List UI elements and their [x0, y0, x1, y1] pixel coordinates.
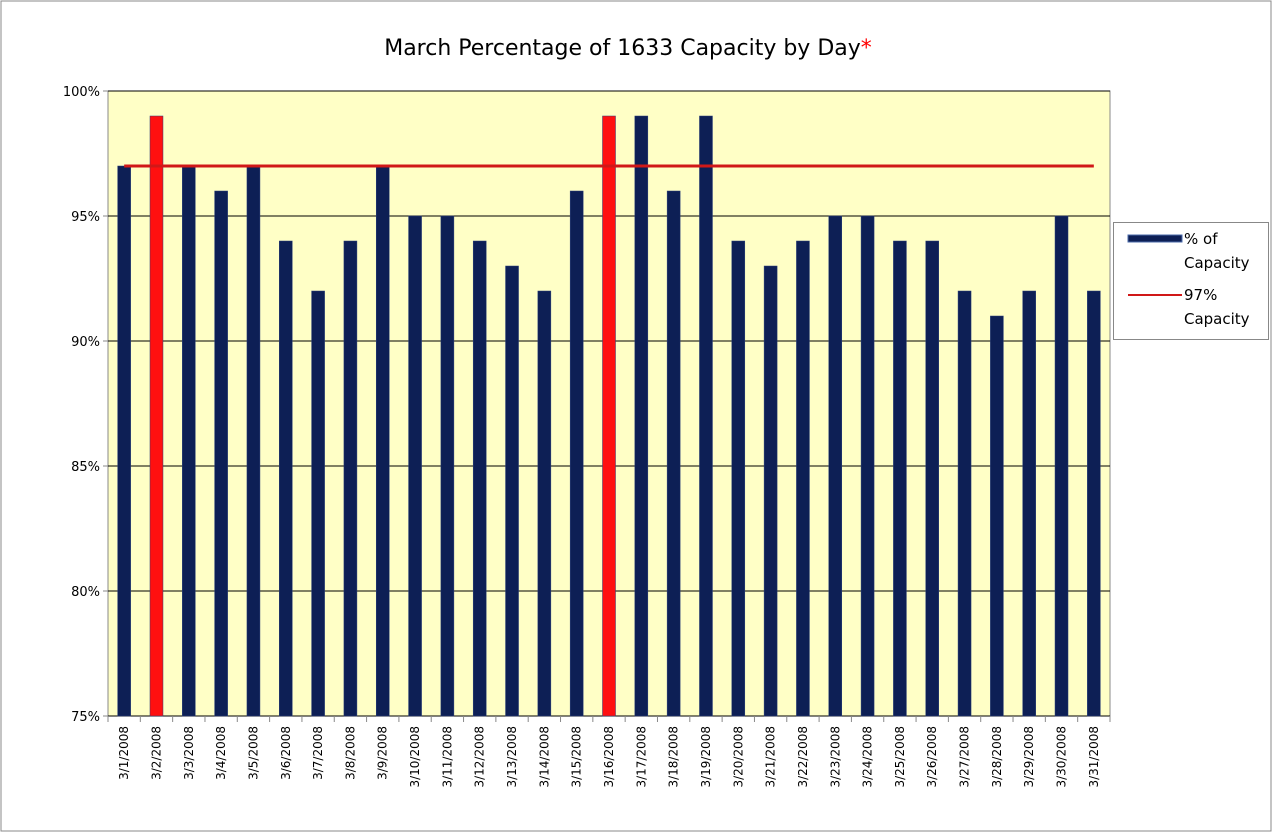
x-tick-label: 3/21/2008 [764, 726, 778, 788]
x-tick-label: 3/28/2008 [990, 726, 1004, 788]
bar [1087, 290, 1101, 717]
bar [505, 265, 519, 717]
bar [990, 315, 1004, 717]
bar [408, 215, 422, 717]
x-tick-label: 3/16/2008 [602, 726, 616, 788]
y-tick-label: 85% [71, 460, 100, 475]
x-tick-label: 3/2/2008 [149, 726, 163, 780]
title-mark: * [861, 36, 872, 61]
bar [569, 190, 584, 717]
x-tick-label: 3/14/2008 [537, 726, 551, 788]
legend-key-bar [1127, 234, 1183, 243]
x-tick-label: 3/5/2008 [246, 726, 260, 780]
bar [149, 115, 164, 717]
x-tick-label: 3/18/2008 [667, 726, 681, 788]
bar [957, 290, 972, 717]
x-tick-label: 3/8/2008 [343, 726, 357, 780]
bar [537, 290, 552, 717]
bar [472, 240, 487, 717]
bar [731, 240, 746, 717]
legend-label: 97% Capacity [1184, 286, 1250, 328]
bar [279, 240, 293, 717]
x-tick-label: 3/22/2008 [796, 726, 810, 788]
x-tick-label: 3/13/2008 [505, 726, 519, 788]
y-tick-label: 100% [63, 85, 100, 100]
x-tick-label: 3/9/2008 [376, 726, 390, 780]
x-tick-label: 3/24/2008 [861, 726, 875, 788]
x-tick-label: 3/27/2008 [958, 726, 972, 788]
x-tick-label: 3/29/2008 [1022, 726, 1036, 788]
x-tick-label: 3/20/2008 [731, 726, 745, 788]
x-tick-label: 3/3/2008 [182, 726, 196, 780]
bar [893, 240, 907, 717]
bar [828, 215, 843, 717]
bar [440, 215, 455, 717]
x-tick-label: 3/26/2008 [925, 726, 939, 788]
x-tick-label: 3/10/2008 [408, 726, 422, 788]
x-tick-label: 3/6/2008 [279, 726, 293, 780]
bar [925, 240, 939, 717]
bar [699, 115, 713, 717]
bar [666, 190, 681, 717]
bar [1022, 290, 1036, 717]
y-tick-label: 95% [71, 210, 100, 225]
y-tick-label: 90% [71, 335, 100, 350]
x-tick-label: 3/7/2008 [311, 726, 325, 780]
chart-title: March Percentage of 1633 Capacity by Day… [384, 36, 872, 61]
legend: % of Capacity 97% Capacity [1113, 222, 1269, 340]
bar [602, 115, 616, 717]
x-tick-label: 3/11/2008 [440, 726, 454, 788]
x-tick-label: 3/30/2008 [1055, 726, 1069, 788]
x-tick-label: 3/4/2008 [214, 726, 228, 780]
legend-swatch [1127, 234, 1183, 243]
bar [796, 240, 810, 717]
x-tick-label: 3/23/2008 [828, 726, 842, 788]
bar [246, 165, 261, 717]
y-tick-label: 75% [71, 710, 100, 725]
y-tick-label: 80% [71, 585, 100, 600]
x-tick-label: 3/19/2008 [699, 726, 713, 788]
bar [214, 190, 228, 717]
x-tick-label: 3/15/2008 [570, 726, 584, 788]
bar [375, 165, 390, 717]
title-text: March Percentage of 1633 Capacity by Day [384, 36, 861, 61]
x-tick-label: 3/1/2008 [117, 726, 131, 780]
x-tick-label: 3/31/2008 [1087, 726, 1101, 788]
legend-key-line [1128, 294, 1182, 296]
bar [343, 240, 358, 717]
bar [311, 290, 325, 717]
x-tick-label: 3/12/2008 [473, 726, 487, 788]
bar [634, 115, 649, 717]
legend-label: % of Capacity [1184, 230, 1250, 272]
bar [1054, 215, 1069, 717]
x-tick-label: 3/25/2008 [893, 726, 907, 788]
bar [763, 265, 778, 717]
bar [182, 165, 196, 717]
x-tick-label: 3/17/2008 [634, 726, 648, 788]
bar [860, 215, 875, 717]
bar [117, 165, 131, 717]
